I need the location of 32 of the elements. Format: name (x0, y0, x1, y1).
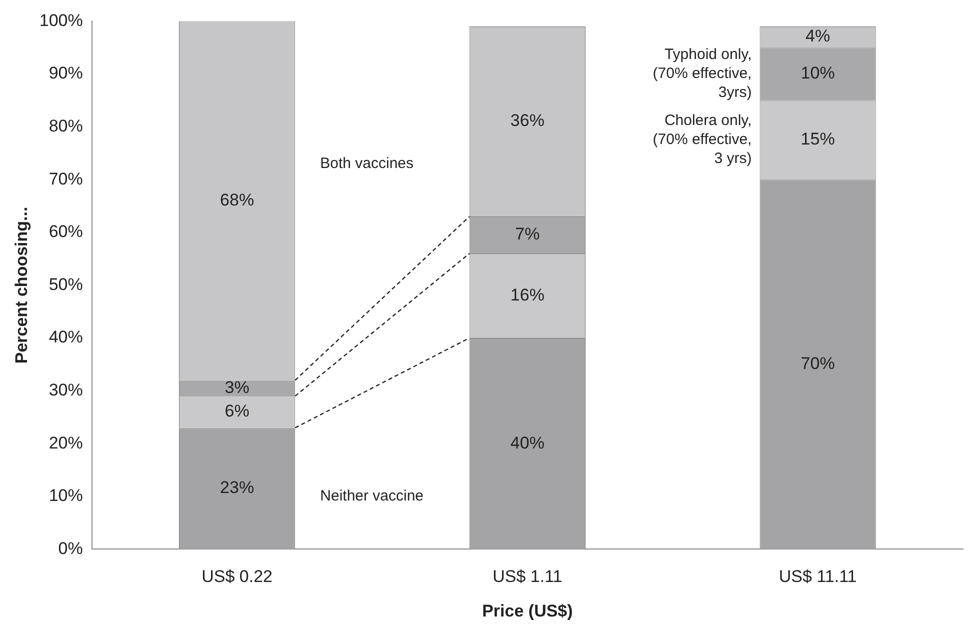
y-tick-label: 90% (48, 64, 83, 83)
data-label: 40% (510, 433, 544, 452)
data-label: 6% (224, 402, 250, 421)
y-tick-label: 80% (48, 116, 83, 136)
x-tick-label: US$ 11.11 (778, 567, 857, 586)
data-label: 16% (510, 285, 544, 304)
y-tick-label: 50% (48, 274, 83, 294)
x-tick-label: US$ 0.22 (202, 567, 273, 586)
data-label: 15% (800, 130, 835, 149)
data-label: 7% (515, 224, 540, 244)
y-tick-label: 100% (39, 10, 83, 30)
y-tick-label: 70% (48, 169, 83, 188)
data-label: 10% (800, 64, 835, 83)
y-tick-label: 10% (48, 486, 83, 506)
series-label: Cholera only, (70% effective, 3 yrs) (652, 112, 752, 168)
data-label: 4% (806, 26, 830, 46)
y-tick-label: 60% (48, 222, 83, 242)
data-label: 36% (510, 111, 544, 130)
y-tick-label: 40% (48, 328, 83, 347)
data-label: 68% (220, 190, 254, 210)
data-label: 23% (220, 478, 254, 498)
data-label: 70% (800, 354, 835, 374)
y-tick-label: 20% (48, 433, 83, 452)
y-axis-title: Percent choosing... (12, 206, 31, 364)
series-label: Both vaccines (320, 154, 414, 172)
data-label: 3% (224, 378, 250, 397)
x-axis-title: Price (US$) (482, 601, 573, 620)
x-tick-label: US$ 1.11 (492, 567, 562, 586)
series-label: Neither vaccine (320, 488, 424, 505)
y-tick-label: 30% (48, 380, 83, 400)
series-label: Typhoid only, (70% effective, 3yrs) (652, 46, 752, 102)
y-tick-label: 0% (58, 538, 83, 558)
